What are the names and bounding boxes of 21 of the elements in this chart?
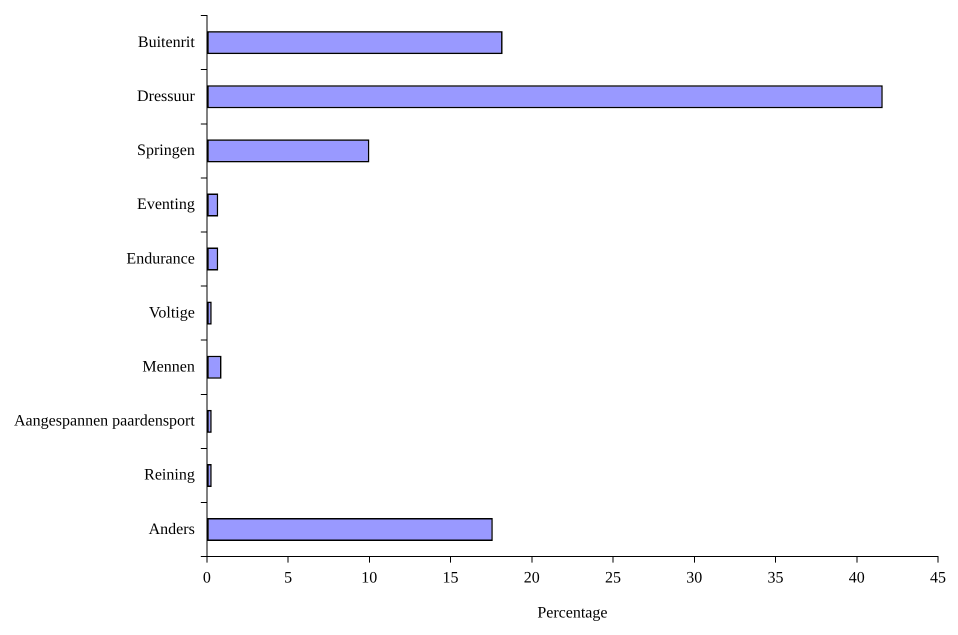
y-tick-label: Mennen [142, 358, 195, 376]
x-tick-label: 15 [442, 569, 459, 586]
x-tick-label: 30 [686, 569, 702, 586]
y-tick-label: Anders [148, 520, 195, 538]
y-tick-label: Springen [137, 142, 195, 160]
y-tick-label: Dressuur [137, 88, 196, 105]
y-tick-label: Endurance [126, 250, 195, 268]
x-tick-label: 20 [524, 569, 540, 586]
x-axis-title: Percentage [537, 604, 608, 622]
x-tick-label: 25 [605, 569, 622, 586]
y-tick-label: Buitenrit [138, 34, 196, 51]
x-tick-label: 10 [361, 569, 378, 586]
y-tick-label: Eventing [137, 196, 195, 214]
x-tick-label: 35 [768, 569, 784, 586]
y-tick-label: Voltige [148, 304, 195, 322]
x-tick-label: 5 [284, 569, 292, 586]
y-tick-label: Reining [144, 466, 195, 484]
x-tick-label: 40 [848, 569, 865, 586]
y-tick-label: Aangespannen paardensport [14, 412, 196, 430]
x-tick-label: 45 [930, 569, 946, 586]
x-tick-label: 0 [202, 569, 211, 586]
